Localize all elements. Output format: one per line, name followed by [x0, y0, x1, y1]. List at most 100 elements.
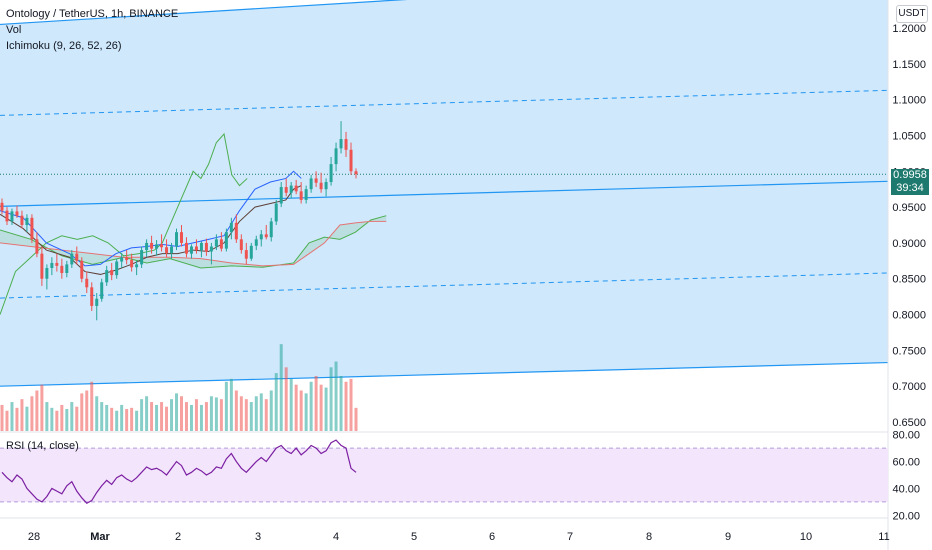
volume-bar	[179, 396, 183, 431]
candle-body	[160, 244, 164, 248]
candle-body	[184, 242, 188, 254]
volume-bar	[30, 396, 34, 431]
volume-bar	[294, 384, 298, 431]
candle-body	[284, 187, 288, 193]
volume-bar	[229, 378, 233, 431]
volume-bar	[90, 381, 94, 431]
candle-body	[244, 250, 248, 259]
volume-bar	[160, 402, 164, 431]
current-price-badge: 0.9958	[891, 169, 929, 182]
volume-bar	[125, 409, 129, 431]
volume-bars	[0, 344, 358, 431]
price-tick-label: 0.8000	[892, 310, 926, 322]
volume-bar	[120, 404, 124, 431]
rsi-tick-label: 60.00	[892, 457, 920, 469]
candle-body	[120, 257, 124, 262]
candle-body	[274, 203, 278, 222]
vol-legend[interactable]: Vol	[6, 24, 22, 36]
volume-bar	[314, 376, 318, 431]
channel-top-line	[0, 0, 408, 26]
rsi-legend[interactable]: RSI (14, close)	[6, 440, 79, 452]
candle-body	[35, 239, 39, 254]
volume-bar	[339, 376, 343, 431]
candle-body	[249, 245, 253, 259]
time-tick-label: 3	[255, 531, 261, 543]
price-tick-label: 1.1000	[892, 95, 926, 107]
currency-unit[interactable]: USDT	[896, 5, 928, 23]
ichimoku-lagging-span	[0, 132, 248, 315]
candle-body	[90, 287, 94, 306]
candle-body	[309, 178, 313, 190]
rsi-band	[0, 448, 888, 502]
price-tick-label: 1.1500	[892, 59, 926, 71]
candle-body	[75, 253, 79, 261]
rsi-pane	[0, 439, 888, 504]
volume-bar	[319, 384, 323, 431]
volume-bar	[189, 404, 193, 431]
volume-bar	[284, 367, 288, 431]
rsi-tick-label: 40.00	[892, 483, 920, 495]
volume-bar	[115, 410, 119, 431]
rsi-tick-label: 20.00	[892, 510, 920, 522]
volume-bar	[5, 410, 9, 431]
volume-bar	[50, 407, 54, 431]
volume-bar	[55, 410, 59, 431]
candle-body	[314, 178, 318, 183]
volume-bar	[244, 399, 248, 431]
volume-bar	[344, 381, 348, 431]
candle-body	[165, 247, 169, 253]
time-tick-label: 28	[28, 531, 40, 543]
volume-bar	[105, 404, 109, 431]
rsi-tick-label: 80.00	[892, 430, 920, 442]
candle-body	[55, 262, 59, 266]
volume-bar	[249, 402, 253, 431]
candle-body	[204, 242, 208, 252]
volume-bar	[150, 402, 154, 431]
volume-bar	[35, 390, 39, 431]
candle-body	[229, 222, 233, 233]
volume-bar	[65, 409, 69, 431]
volume-bar	[40, 384, 44, 431]
candle-body	[115, 261, 119, 276]
volume-bar	[259, 393, 263, 431]
candle-body	[269, 221, 273, 238]
volume-bar	[95, 396, 99, 431]
chart-title: Ontology / TetherUS, 1h, BINANCE	[6, 8, 179, 20]
volume-bar	[60, 404, 64, 431]
candle-body	[20, 215, 24, 225]
volume-bar	[214, 397, 218, 431]
volume-bar	[0, 404, 4, 431]
candle-body	[5, 210, 9, 222]
candle-body	[25, 217, 29, 225]
candle-body	[125, 257, 129, 261]
volume-bar	[334, 361, 338, 431]
candles	[0, 121, 358, 321]
volume-bar	[234, 390, 238, 431]
candle-body	[224, 232, 228, 249]
ichimoku-span-b	[0, 220, 387, 267]
candle-body	[170, 246, 174, 253]
volume-bar	[10, 402, 14, 431]
volume-bar	[194, 399, 198, 431]
price-tick-label: 0.9000	[892, 238, 926, 250]
time-tick-label: 6	[489, 531, 495, 543]
axis-background	[889, 0, 932, 550]
price-tick-label: 0.7000	[892, 381, 926, 393]
price-tick-label: 0.6500	[892, 417, 926, 429]
ichimoku-legend[interactable]: Ichimoku (9, 26, 52, 26)	[6, 40, 122, 52]
candle-body	[70, 253, 74, 265]
regression-channel	[0, 0, 889, 387]
volume-bar	[155, 404, 159, 431]
volume-bar	[209, 396, 213, 431]
volume-bar	[254, 396, 258, 431]
candle-body	[15, 211, 19, 216]
candle-body	[60, 265, 64, 273]
volume-bar	[140, 399, 144, 431]
volume-bar	[354, 407, 358, 431]
volume-bar	[45, 402, 49, 431]
volume-bar	[239, 396, 243, 431]
time-tick-label: 2	[175, 531, 181, 543]
volume-bar	[204, 402, 208, 431]
channel-upper-dashed	[0, 89, 889, 116]
